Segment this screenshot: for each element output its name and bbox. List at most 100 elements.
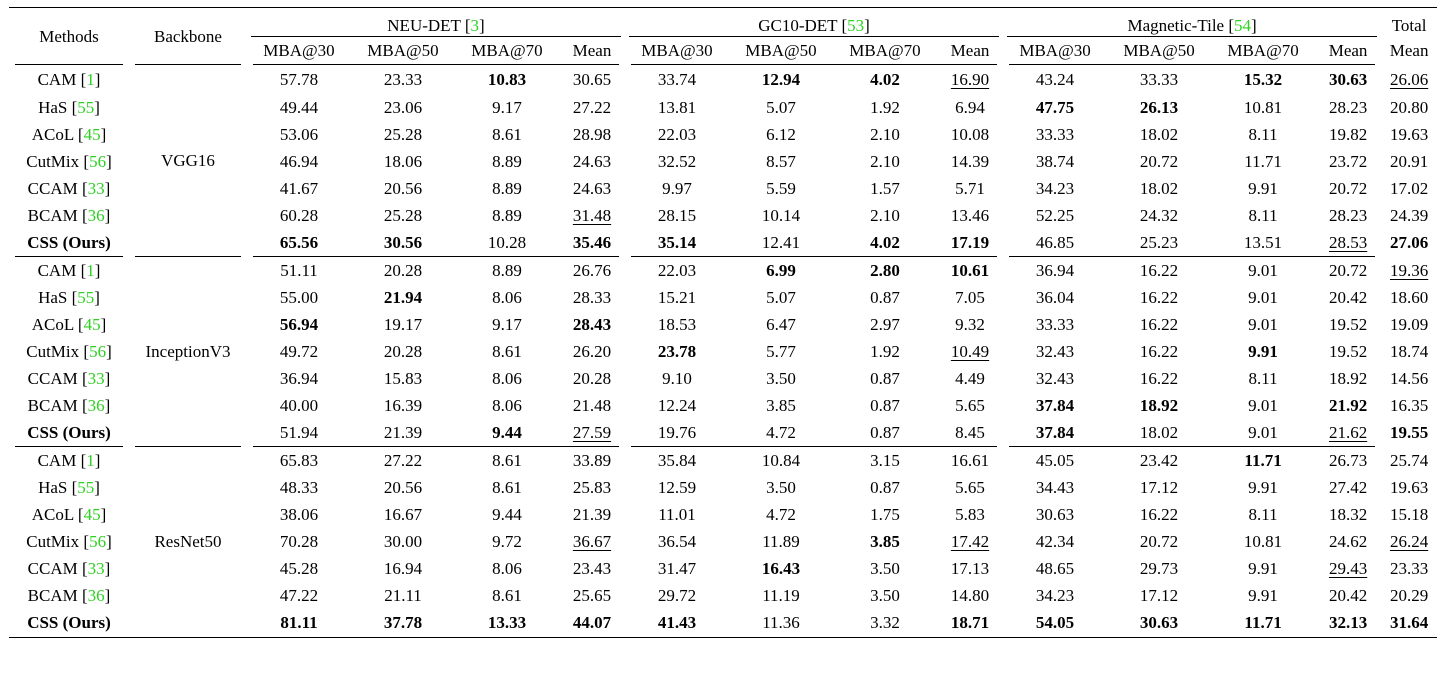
group-separator <box>253 64 619 65</box>
value-cell: 51.11 <box>247 256 351 284</box>
value-cell: 26.13 <box>1107 94 1211 121</box>
value-text: 32.43 <box>1035 369 1075 388</box>
citation-link[interactable]: 36 <box>87 586 105 605</box>
value-cell: 13.46 <box>937 202 1003 229</box>
value-text: 54.05 <box>1035 613 1075 632</box>
citation-link[interactable]: 56 <box>89 342 107 361</box>
value-text: 32.52 <box>657 152 697 171</box>
value-text: 21.92 <box>1328 396 1368 415</box>
value-text: 10.08 <box>950 125 990 144</box>
citation-link[interactable]: 1 <box>86 260 95 280</box>
value-cell: 9.91 <box>1211 175 1315 202</box>
citation-link[interactable]: 1 <box>86 69 95 89</box>
value-cell: 0.87 <box>833 284 937 311</box>
value-text: 16.22 <box>1139 260 1179 280</box>
value-cell: 3.50 <box>833 555 937 582</box>
value-cell: 36.54 <box>625 528 729 555</box>
value-text: 16.61 <box>950 450 990 470</box>
value-cell: 47.75 <box>1003 94 1107 121</box>
citation-link[interactable]: 56 <box>89 152 107 171</box>
value-text: 27.22 <box>383 450 423 470</box>
value-cell: 4.72 <box>729 419 833 446</box>
total-mean-cell: 31.64 <box>1381 609 1437 636</box>
citation-link[interactable]: 55 <box>77 98 95 117</box>
value-cell: 20.72 <box>1315 256 1381 284</box>
value-text: 3.32 <box>870 613 900 632</box>
value-cell: 2.10 <box>833 148 937 175</box>
value-text: 12.94 <box>761 69 801 89</box>
citation-link[interactable]: 53 <box>847 16 865 35</box>
value-text: 17.12 <box>1139 478 1179 497</box>
value-text: 23.33 <box>383 69 423 89</box>
value-text: 28.23 <box>1328 206 1368 225</box>
value-cell: 11.89 <box>729 528 833 555</box>
value-text: 20.72 <box>1328 260 1368 280</box>
method-name: CAM <box>37 69 77 89</box>
value-cell: 10.83 <box>455 64 559 94</box>
value-text: 36.54 <box>657 532 697 551</box>
citation-link[interactable]: 45 <box>83 315 101 334</box>
group-separator <box>253 256 619 257</box>
value-text: 0.87 <box>870 423 900 442</box>
method-name: CutMix <box>26 152 80 171</box>
citation-link[interactable]: 33 <box>87 559 105 578</box>
value-text: 23.72 <box>1328 152 1368 171</box>
citation-link[interactable]: 3 <box>470 16 480 35</box>
value-text: 8.89 <box>492 152 522 171</box>
citation-link[interactable]: 33 <box>87 369 105 388</box>
citation-link[interactable]: 54 <box>1234 16 1252 35</box>
value-cell: 6.99 <box>729 256 833 284</box>
value-text: 10.81 <box>1243 532 1283 551</box>
value-text: 36.67 <box>572 532 612 551</box>
citation-link[interactable]: 1 <box>86 450 95 470</box>
value-cell: 33.74 <box>625 64 729 94</box>
citation-link[interactable]: 45 <box>83 125 101 144</box>
value-text: 5.83 <box>955 505 985 524</box>
value-cell: 3.85 <box>833 528 937 555</box>
value-text: 18.53 <box>657 315 697 334</box>
value-cell: 24.63 <box>559 148 625 175</box>
value-text: 9.01 <box>1248 423 1278 442</box>
value-cell: 5.59 <box>729 175 833 202</box>
value-text: 81.11 <box>280 613 318 632</box>
method-cell: CutMix [56] <box>26 532 112 551</box>
value-cell: 32.52 <box>625 148 729 175</box>
value-cell: 23.06 <box>351 94 455 121</box>
citation-link[interactable]: 45 <box>83 505 101 524</box>
value-cell: 8.45 <box>937 419 1003 446</box>
value-cell: 20.28 <box>351 338 455 365</box>
value-cell: 34.23 <box>1003 175 1107 202</box>
table-body: CAM [1] VGG16 57.78 23.33 10.83 30.65 33.74 12.… <box>9 64 1437 636</box>
value-cell: 5.65 <box>937 392 1003 419</box>
value-text: 26.73 <box>1328 450 1368 470</box>
value-text: 8.06 <box>492 369 522 388</box>
citation-link[interactable]: 33 <box>87 179 105 198</box>
value-text: 49.72 <box>279 342 319 361</box>
method-name: ACoL <box>31 315 74 334</box>
value-cell: 23.78 <box>625 338 729 365</box>
total-mean-cell: 19.55 <box>1381 419 1437 446</box>
total-mean-cell: 27.06 <box>1381 229 1437 256</box>
citation-link[interactable]: 55 <box>77 478 95 497</box>
value-text: 28.15 <box>657 206 697 225</box>
value-text: 16.22 <box>1139 315 1179 334</box>
value-cell: 30.63 <box>1107 609 1211 636</box>
value-text: 20.56 <box>383 478 423 497</box>
value-text: 27.22 <box>572 98 612 117</box>
value-cell: 9.32 <box>937 311 1003 338</box>
value-text: 4.72 <box>766 423 796 442</box>
value-text: 8.06 <box>492 559 522 578</box>
value-cell: 9.72 <box>455 528 559 555</box>
method-name: HaS <box>38 288 68 307</box>
citation-link[interactable]: 36 <box>87 396 105 415</box>
value-text: 32.43 <box>1035 342 1075 361</box>
value-text: 20.72 <box>1139 152 1179 171</box>
value-text: 18.71 <box>950 613 990 632</box>
value-text: 9.44 <box>492 423 522 442</box>
citation-link[interactable]: 36 <box>87 206 105 225</box>
dataset-name: GC10-DET <box>758 16 838 35</box>
method-cell: CAM [1] <box>37 260 101 280</box>
citation-link[interactable]: 56 <box>89 532 107 551</box>
value-cell: 18.92 <box>1107 392 1211 419</box>
citation-link[interactable]: 55 <box>77 288 95 307</box>
